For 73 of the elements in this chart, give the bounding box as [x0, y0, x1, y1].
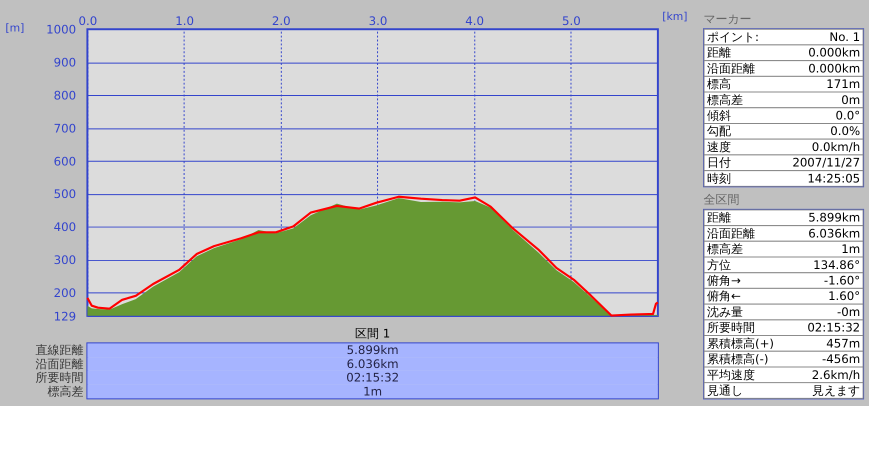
text: 6.036km — [346, 356, 399, 371]
text: 区間 1 — [355, 326, 390, 341]
text: 6.036km — [808, 226, 860, 240]
text: 所要時間 — [35, 370, 84, 385]
y-tick-label: 800 — [54, 88, 76, 102]
text: 沈み量 — [706, 304, 743, 319]
text: 累積標高(+) — [706, 336, 774, 350]
text: 俯角→ — [706, 274, 741, 288]
text: 1m — [841, 242, 860, 256]
text: 累積標高(-) — [706, 352, 768, 366]
y-tick-label: 129 — [54, 309, 76, 324]
text: 距離 — [706, 46, 731, 60]
text: 俯角← — [706, 289, 741, 304]
y-tick-label: 400 — [54, 220, 76, 234]
text: 見えます — [812, 383, 860, 398]
text: 標高 — [706, 77, 731, 92]
text: -1.60° — [824, 274, 860, 288]
text: 0.000km — [808, 46, 860, 60]
text: 5.899km — [346, 343, 399, 358]
x-tick-label: 1.0 — [175, 14, 194, 28]
y-tick-label: 1000 — [46, 22, 76, 37]
text: -0m — [836, 304, 860, 319]
text: 標高差 — [47, 384, 84, 398]
text: 沿面距離 — [706, 61, 755, 76]
text: 所要時間 — [706, 320, 755, 335]
y-tick-label: 900 — [54, 56, 76, 70]
text: ポイント: — [706, 30, 759, 44]
x-tick-label: 2.0 — [272, 14, 291, 28]
text: 1m — [363, 384, 382, 398]
text: 14:25:05 — [807, 171, 860, 186]
text: 0m — [841, 92, 860, 107]
text: 5.899km — [808, 210, 860, 225]
text: 02:15:32 — [346, 370, 400, 385]
y-tick-label: 600 — [54, 154, 76, 168]
text: 2.6km/h — [812, 368, 860, 382]
text: No. 1 — [829, 30, 860, 44]
text: 直線距離 — [35, 343, 84, 358]
text: 速度 — [706, 140, 731, 154]
y-axis-title: [m] — [5, 22, 24, 35]
text: 457m — [826, 336, 860, 350]
text: 日付 — [706, 156, 731, 170]
text: 02:15:32 — [807, 320, 860, 335]
text: マーカー — [704, 12, 752, 26]
text: 2007/11/27 — [792, 156, 860, 170]
text: 134.86° — [813, 258, 860, 272]
text: -456m — [822, 352, 860, 366]
text: 全区間 — [704, 192, 740, 206]
x-tick-label: 3.0 — [368, 14, 388, 28]
text: 傾斜 — [706, 108, 731, 123]
text: 見通し — [706, 383, 743, 398]
text: 勾配 — [706, 124, 731, 138]
x-axis-title: [km] — [662, 10, 688, 23]
x-tick-label: 5.0 — [562, 14, 581, 28]
y-tick-label: 700 — [54, 121, 76, 136]
text: 沿面距離 — [706, 226, 755, 240]
text: 標高差 — [706, 92, 743, 107]
text: 0.000km — [808, 61, 860, 76]
text: 沿面距離 — [35, 356, 84, 371]
text: 0.0km/h — [812, 140, 860, 154]
text: 1.60° — [828, 289, 860, 304]
text: 0.0° — [836, 108, 860, 123]
text: 171m — [826, 77, 860, 92]
text: 時刻 — [706, 171, 731, 186]
text: 方位 — [706, 258, 731, 272]
y-tick-label: 300 — [54, 253, 76, 268]
text: 0.0% — [830, 124, 860, 138]
y-tick-label: 200 — [54, 286, 76, 300]
text: 平均速度 — [706, 368, 755, 382]
x-tick-label: 0.0 — [78, 14, 98, 28]
text: 距離 — [706, 210, 731, 225]
x-tick-label: 4.0 — [465, 14, 484, 28]
y-tick-label: 500 — [54, 187, 76, 202]
text: 標高差 — [706, 242, 743, 256]
